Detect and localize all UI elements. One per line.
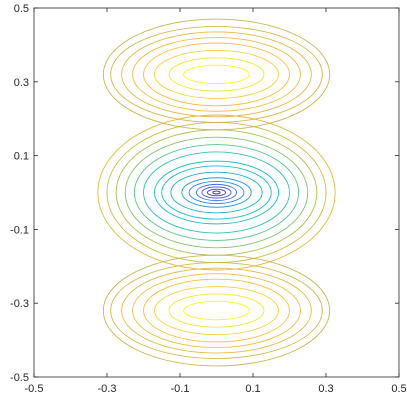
contour-level-central-5 bbox=[181, 177, 252, 208]
contour-level-side-0 bbox=[143, 151, 290, 234]
contour-level-central-7 bbox=[161, 165, 272, 220]
y-tick-label: -0.1 bbox=[10, 224, 29, 236]
contour-level-side-4 bbox=[106, 121, 327, 264]
contour-level-lower-lobe-7 bbox=[102, 254, 331, 367]
x-tick-label: -0.3 bbox=[98, 383, 117, 395]
axes-frame bbox=[33, 7, 400, 378]
y-tick-label: 0.3 bbox=[14, 77, 29, 89]
contour-level-central-8 bbox=[153, 160, 279, 225]
contour-level-upper-lobe-6 bbox=[110, 25, 323, 123]
contour-level-lower-lobe-0 bbox=[183, 300, 250, 321]
contour-level-lower-lobe-1 bbox=[168, 293, 265, 328]
contour-level-central-1 bbox=[206, 188, 227, 197]
contour-level-central-2 bbox=[201, 186, 232, 199]
y-tick-label: -0.3 bbox=[10, 298, 29, 310]
x-tick-label: 0.1 bbox=[245, 383, 260, 395]
contour-level-side-2 bbox=[124, 136, 309, 249]
x-axis-ticks: -0.5 -0.3 -0.1 0.1 0.3 0.5 bbox=[25, 8, 407, 395]
contour-level-side-3 bbox=[115, 129, 318, 256]
y-tick-label: 0.5 bbox=[14, 3, 29, 15]
x-tick-label: -0.5 bbox=[25, 383, 44, 395]
contour-level-central-4 bbox=[188, 180, 245, 205]
x-tick-label: 0.3 bbox=[318, 383, 333, 395]
contour-level-upper-lobe-0 bbox=[183, 64, 250, 85]
x-tick-label: 0.5 bbox=[391, 383, 406, 395]
contour-level-lower-lobe-5 bbox=[121, 267, 312, 354]
y-tick-label: 0.1 bbox=[14, 151, 29, 163]
contour-level-upper-lobe-3 bbox=[143, 42, 290, 107]
contour-level-lower-lobe-2 bbox=[153, 286, 279, 336]
contour-level-lower-lobe-4 bbox=[132, 273, 301, 348]
contour-level-upper-lobe-7 bbox=[102, 18, 331, 131]
contour-level-upper-lobe-4 bbox=[132, 37, 301, 112]
contour-level-side-1 bbox=[133, 144, 300, 241]
y-tick-label: -0.5 bbox=[10, 372, 29, 384]
contour-level-upper-lobe-1 bbox=[168, 57, 265, 92]
x-tick-label: -0.1 bbox=[171, 383, 190, 395]
contour-level-upper-lobe-5 bbox=[121, 31, 312, 118]
contour-lines bbox=[97, 18, 336, 367]
contour-level-side-5 bbox=[97, 114, 336, 271]
contour-level-upper-lobe-2 bbox=[153, 49, 279, 99]
contour-level-lower-lobe-3 bbox=[143, 278, 290, 343]
y-axis-ticks: -0.5 -0.3 -0.1 0.1 0.3 0.5 bbox=[10, 3, 399, 384]
contour-level-lower-lobe-6 bbox=[110, 262, 323, 359]
contour-level-central-0 bbox=[212, 190, 221, 195]
contour-level-central-6 bbox=[170, 171, 263, 214]
contour-level-central-3 bbox=[195, 183, 238, 202]
